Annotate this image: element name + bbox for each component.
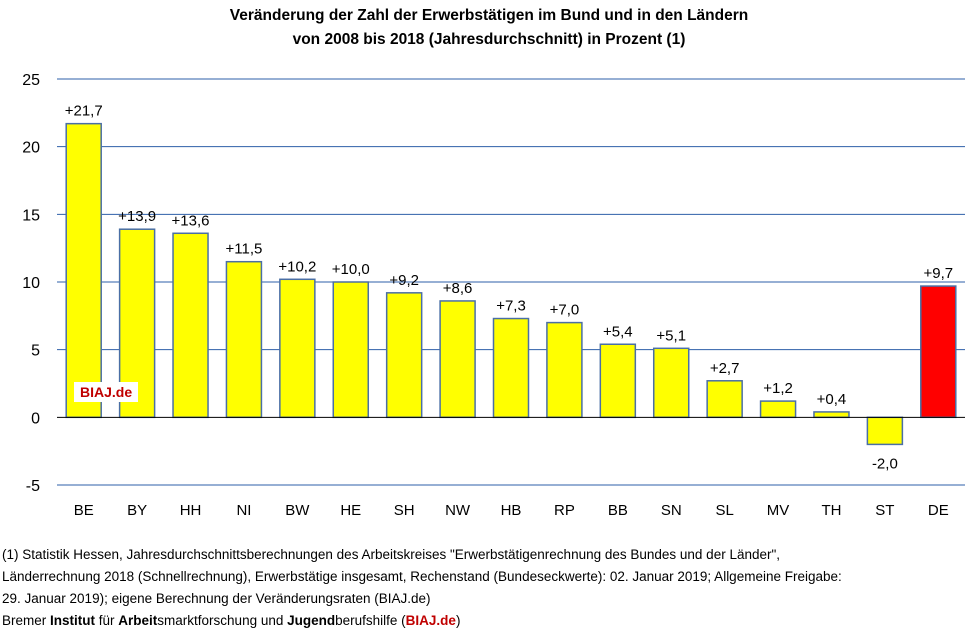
data-label: +8,6 <box>443 280 473 297</box>
chart-title: Veränderung der Zahl der Erwerbstätigen … <box>0 4 978 52</box>
chart-title-line-1: Veränderung der Zahl der Erwerbstätigen … <box>229 7 749 24</box>
bar <box>813 411 850 419</box>
y-tick-label: -5 <box>26 478 40 495</box>
chart-title-line-2: von 2008 bis 2018 (Jahresdurchschnitt) i… <box>292 31 686 48</box>
data-label: +2,7 <box>710 360 740 377</box>
bar <box>225 260 263 419</box>
bar <box>492 317 530 419</box>
credit-bold: Institut <box>50 613 96 628</box>
bar <box>332 281 370 419</box>
y-tick-label: 20 <box>22 140 40 157</box>
credit-bold: Arbeit <box>118 613 158 628</box>
x-tick-label: MV <box>767 502 790 519</box>
x-tick-label: SL <box>715 502 733 519</box>
bar <box>652 347 690 419</box>
credit-text: für <box>95 613 119 628</box>
x-tick-label: RP <box>554 502 575 519</box>
credit-text: smarktforschung und <box>157 613 288 628</box>
data-label: +10,0 <box>332 261 370 278</box>
credit-bold: Jugend <box>287 613 336 628</box>
data-label: +7,3 <box>496 298 526 315</box>
bar <box>920 285 957 419</box>
x-tick-label: NW <box>445 502 471 519</box>
x-tick-label: NI <box>236 502 251 519</box>
x-tick-label: TH <box>821 502 841 519</box>
bar <box>759 400 797 419</box>
source-credit: Bremer Institut für Arbeitsmarktforschun… <box>2 610 976 632</box>
credit-text: berufshilfe ( <box>335 613 406 628</box>
footnote-line-3: 29. Januar 2019); eigene Berechnung der … <box>2 591 431 606</box>
data-label: -2,0 <box>872 455 898 472</box>
data-label: +0,4 <box>817 391 847 408</box>
x-tick-label: BW <box>285 502 310 519</box>
bar <box>385 292 423 419</box>
data-label: +5,4 <box>603 323 633 340</box>
bar <box>546 321 583 419</box>
x-tick-label: BY <box>127 502 147 519</box>
watermark-logo: BIAJ.de <box>74 382 139 402</box>
x-tick-label: HE <box>340 502 361 519</box>
data-label: +1,2 <box>763 380 793 397</box>
y-tick-label: 10 <box>22 275 40 292</box>
bar <box>706 380 743 419</box>
bar <box>65 122 102 419</box>
footnote-line-1: (1) Statistik Hessen, Jahresdurchschnitt… <box>2 547 781 562</box>
x-tick-label: ST <box>875 502 894 519</box>
data-label: +11,5 <box>226 241 263 258</box>
bar <box>279 278 316 419</box>
bar <box>599 343 637 419</box>
y-tick-label: 0 <box>31 410 40 427</box>
x-tick-label: SN <box>661 502 682 519</box>
x-tick-label: HB <box>501 502 522 519</box>
footnote: (1) Statistik Hessen, Jahresdurchschnitt… <box>2 544 976 632</box>
data-label: +5,1 <box>656 327 686 344</box>
data-label: +21,7 <box>65 103 103 120</box>
credit-text: Bremer <box>2 613 51 628</box>
x-tick-label: BE <box>74 502 94 519</box>
x-tick-label: HH <box>180 502 202 519</box>
x-tick-label: BB <box>608 502 628 519</box>
data-label: +7,0 <box>550 302 580 319</box>
bar <box>866 416 904 446</box>
data-label: +13,6 <box>172 212 210 229</box>
x-tick-label: SH <box>394 502 415 519</box>
credit-text: ) <box>455 613 461 628</box>
data-label: +10,2 <box>278 258 316 275</box>
y-tick-label: 15 <box>22 207 40 224</box>
data-label: +9,7 <box>923 265 953 282</box>
data-label: +13,9 <box>118 208 156 225</box>
bar-chart: -5 0 5 10 15 20 25 +21,7 BE +13,9 BY +13,6 HH +11,5 NI… <box>22 72 965 519</box>
credit-brand: BIAJ.de <box>405 613 456 628</box>
bar <box>172 232 209 419</box>
bar <box>439 300 476 419</box>
x-tick-label: DE <box>928 502 949 519</box>
footnote-line-2: Länderrechnung 2018 (Schnellrechnung), E… <box>2 569 842 584</box>
y-tick-label: 25 <box>22 72 40 89</box>
data-label: +9,2 <box>389 272 419 289</box>
y-tick-label: 5 <box>31 343 40 360</box>
